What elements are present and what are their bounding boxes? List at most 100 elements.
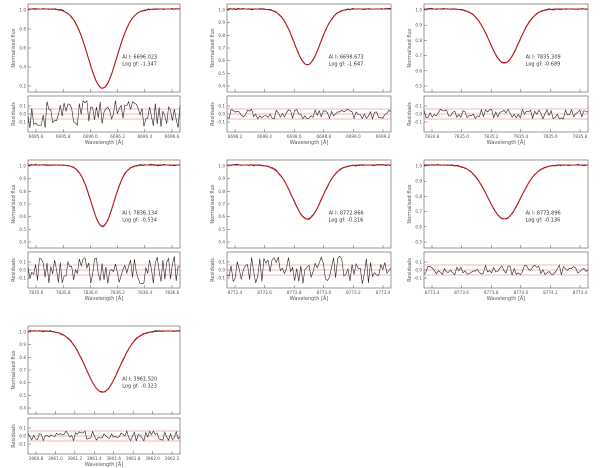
y-tick-label: 1.0 <box>19 164 26 169</box>
residual-line <box>27 256 181 285</box>
x-tick-label: 3961.0 <box>48 456 63 461</box>
x-tick-label: 6696.6 <box>165 134 180 139</box>
x-tick-label: 7836.0 <box>83 290 98 295</box>
loggf-annotation: Log gf: -0.316 <box>329 218 364 224</box>
x-tick-label: 8774.0 <box>513 290 528 295</box>
x-tick-label: 8773.4 <box>425 290 440 295</box>
y-tick-label: 0.6 <box>415 68 422 73</box>
y-tick-label: 0.5 <box>218 71 225 76</box>
observed-spectrum-line <box>226 163 392 220</box>
y-tick-label: 0.7 <box>218 46 225 51</box>
y-tick-label: 0.8 <box>19 189 26 194</box>
y-tick-label: 0.9 <box>218 176 225 181</box>
y-tick-label: 0.5 <box>218 227 225 232</box>
y-axis-label: Normalised flux <box>11 28 17 67</box>
observed-spectrum-line <box>423 7 589 64</box>
chart-panel-6: 1.0 0.9 0.8 0.7 0.6 0.5 0.1 0.0 -0.1 8773.4 8773.6… <box>407 159 589 302</box>
x-tick-label: 8772.4 <box>228 290 243 295</box>
x-tick-label: 3961.8 <box>126 456 141 461</box>
x-tick-label: 6698.6 <box>287 134 302 139</box>
x-tick-label: 7835.2 <box>484 134 499 139</box>
residual-line <box>423 108 589 120</box>
y-tick-label: 0.4 <box>218 240 225 245</box>
resid-y-tick-label: 0.0 <box>19 112 26 117</box>
y-tick-label: 0.6 <box>19 46 26 51</box>
y-tick-label: 0.9 <box>218 20 225 25</box>
residual-line <box>226 108 392 120</box>
x-tick-label: 8773.2 <box>346 290 361 295</box>
resid-y-tick-label: -0.1 <box>18 120 27 125</box>
x-tick-label: 6698.8 <box>316 134 331 139</box>
chart-panel-1: 1.0 0.8 0.6 0.4 0.2 0.1 0.0 -0.1 6695.6 6695.8 669… <box>11 3 181 146</box>
x-tick-label: 6698.2 <box>228 134 243 139</box>
y-tick-label: 0.8 <box>19 27 26 32</box>
resid-y-tick-label: -0.1 <box>414 276 423 281</box>
resid-y-tick-label: 0.1 <box>218 260 225 265</box>
x-tick-label: 6696.4 <box>137 134 152 139</box>
resid-axis-label: Residuals <box>11 424 17 448</box>
model-fit-line <box>227 8 391 66</box>
y-tick-label: 0.7 <box>415 53 422 58</box>
y-tick-label: 1.0 <box>218 8 225 13</box>
x-tick-label: 8774.4 <box>573 290 588 295</box>
resid-y-tick-label: 0.1 <box>19 426 26 431</box>
y-tick-label: 0.5 <box>19 227 26 232</box>
resid-y-tick-label: 0.0 <box>415 268 422 273</box>
y-tick-label: 0.2 <box>19 84 26 89</box>
x-axis-label: Wavelength [Å] <box>487 139 526 146</box>
residual-line <box>226 255 392 284</box>
y-tick-label: 1.0 <box>218 164 225 169</box>
y-tick-label: 0.9 <box>19 176 26 181</box>
y-axis-label: Normalised flux <box>210 184 216 223</box>
y-tick-label: 0.8 <box>218 189 225 194</box>
y-tick-label: 0.5 <box>19 393 26 398</box>
y-axis-label: Normalised flux <box>407 184 413 223</box>
main-plot-frame <box>423 3 589 93</box>
x-tick-label: 7836.4 <box>137 290 152 295</box>
x-tick-label: 3961.4 <box>87 456 102 461</box>
x-tick-label: 3961.2 <box>68 456 83 461</box>
model-fit-line <box>28 164 180 227</box>
loggf-annotation: Log gf: -1.647 <box>329 62 364 68</box>
main-plot-frame <box>423 159 589 249</box>
observed-spectrum-line <box>27 329 181 393</box>
y-tick-label: 0.6 <box>218 214 225 219</box>
x-tick-label: 8773.8 <box>484 290 499 295</box>
model-fit-line <box>28 330 180 393</box>
loggf-annotation: Log gf: -1.347 <box>122 62 157 68</box>
x-axis-label: Wavelength [Å] <box>85 461 124 468</box>
resid-y-tick-label: 0.0 <box>218 112 225 117</box>
chart-panel-3: 1.0 0.9 0.8 0.7 0.6 0.5 0.1 0.0 -0.1 7834.8 7835.0… <box>407 3 589 146</box>
resid-y-tick-label: -0.1 <box>18 276 27 281</box>
main-plot-frame <box>226 159 392 249</box>
observed-spectrum-line <box>27 163 180 228</box>
x-tick-label: 7835.8 <box>56 290 71 295</box>
resid-y-tick-label: -0.1 <box>217 120 226 125</box>
observed-spectrum-line <box>423 163 589 220</box>
x-tick-label: 8772.8 <box>287 290 302 295</box>
x-tick-label: 6695.8 <box>56 134 71 139</box>
line-annotation: Al I: 8773.896 <box>526 211 561 217</box>
chart-panel-7: 1.0 0.9 0.8 0.7 0.6 0.5 0.4 0.1 0.0 -0.1 3960.8 396… <box>11 325 181 468</box>
y-tick-label: 0.7 <box>19 368 26 373</box>
y-tick-label: 0.7 <box>415 209 422 214</box>
loggf-annotation: Log gf: -0.323 <box>122 384 157 390</box>
main-plot-frame <box>27 325 181 415</box>
y-tick-label: 1.0 <box>415 8 422 13</box>
residual-line <box>423 264 589 277</box>
x-tick-label: 6695.6 <box>29 134 44 139</box>
chart-panel-5: 1.0 0.9 0.8 0.7 0.6 0.5 0.4 0.1 0.0 -0.1 8772.4 877… <box>210 159 392 302</box>
x-tick-label: 7834.8 <box>425 134 440 139</box>
line-annotation: Al I: 6696.023 <box>122 55 157 61</box>
y-tick-label: 0.4 <box>19 240 26 245</box>
y-tick-label: 0.6 <box>19 380 26 385</box>
y-tick-label: 0.4 <box>19 65 26 70</box>
main-plot-frame <box>27 159 181 249</box>
y-tick-label: 0.4 <box>19 406 26 411</box>
resid-axis-label: Residuals <box>11 258 17 282</box>
model-fit-line <box>227 164 391 220</box>
resid-y-tick-label: -0.1 <box>217 276 226 281</box>
x-tick-label: 6696.2 <box>110 134 125 139</box>
x-tick-label: 6698.4 <box>257 134 272 139</box>
y-tick-label: 0.8 <box>19 355 26 360</box>
